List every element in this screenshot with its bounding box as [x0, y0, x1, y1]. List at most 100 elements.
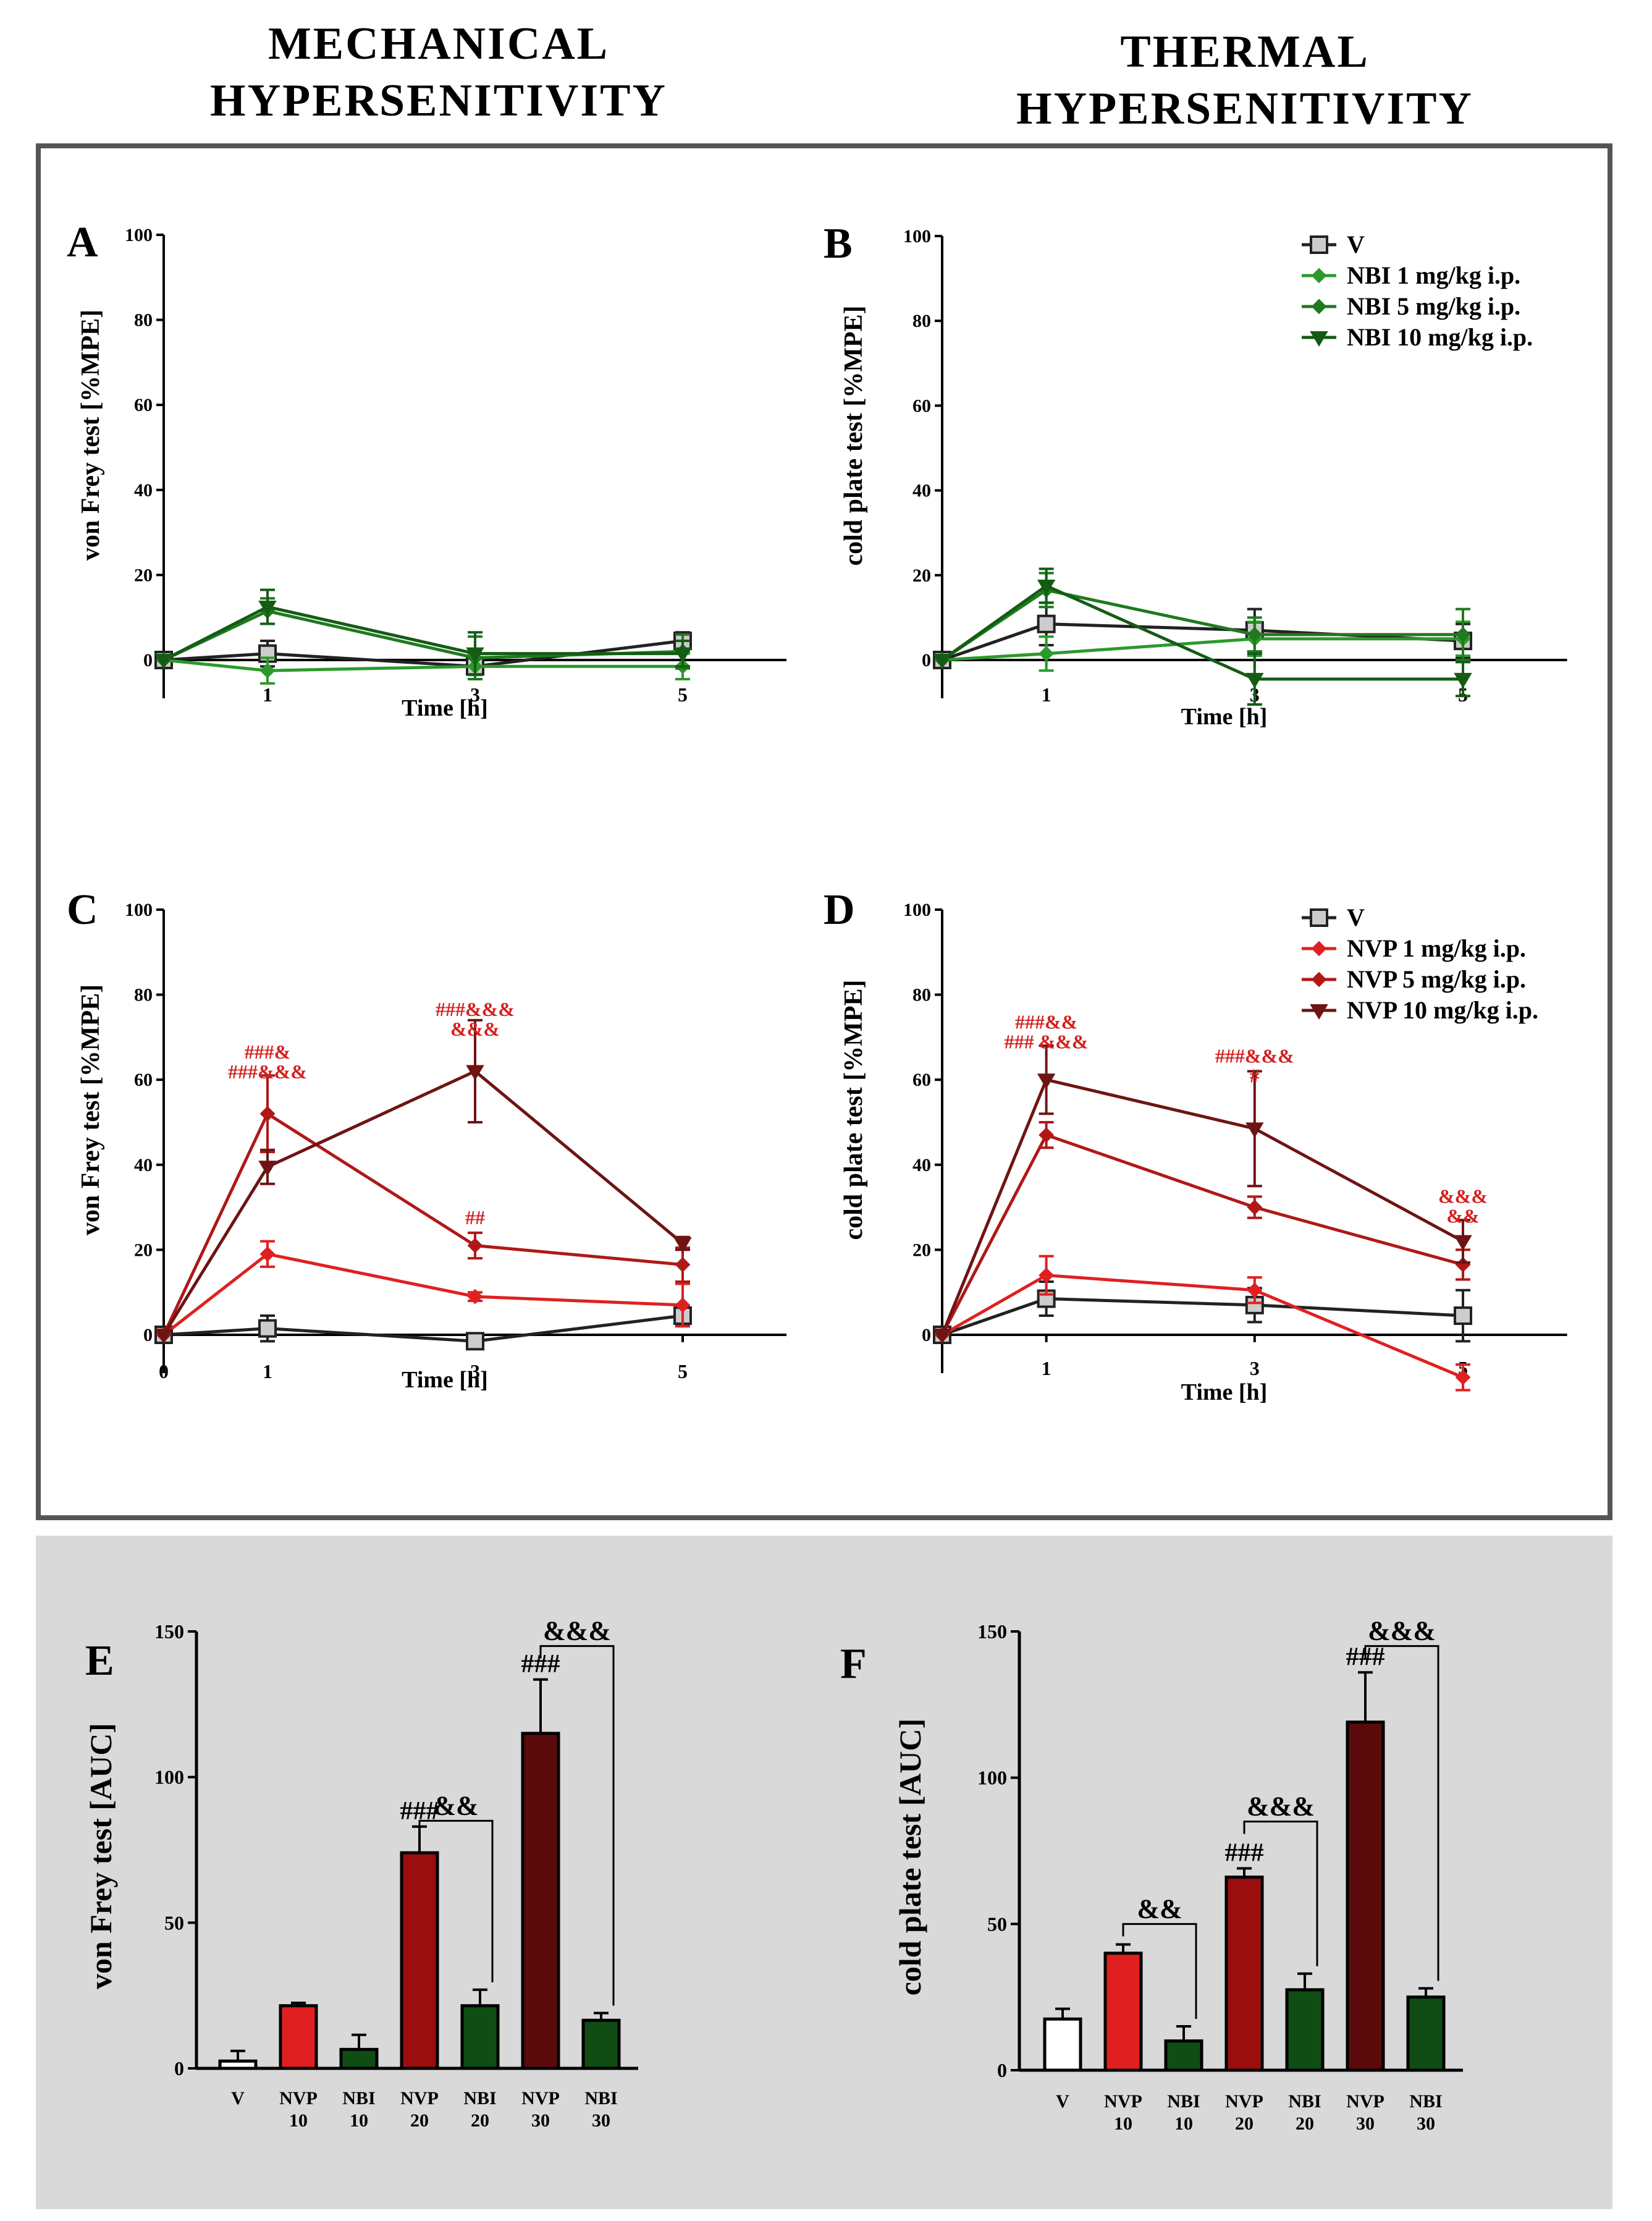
- bar: [1285, 1988, 1325, 2072]
- category-label: 30: [592, 2110, 610, 2131]
- series-line: [163, 658, 683, 672]
- significance-label: ###: [1225, 1838, 1264, 1867]
- category-label: 30: [1356, 2113, 1375, 2134]
- data-point-triangle: [154, 1329, 173, 1344]
- series-nbi10: [933, 567, 1472, 706]
- series-line: [941, 1274, 1464, 1379]
- panel-letter: E: [85, 1637, 114, 1685]
- data-point-triangle: [1454, 672, 1472, 688]
- bar: [1406, 1995, 1446, 2072]
- y-tick-label: 150: [977, 1620, 1007, 1643]
- category-label: NBI: [1409, 2091, 1442, 2112]
- y-axis-label: cold plate test [%MPE]: [840, 305, 868, 565]
- y-tick-label: 50: [987, 1913, 1007, 1935]
- y-tick-label: 100: [903, 226, 931, 247]
- significance-label: #: [1250, 1065, 1260, 1087]
- bar: [279, 2004, 318, 2070]
- significance-label: &&: [433, 1790, 478, 1821]
- bar: [339, 2047, 379, 2070]
- x-tick-label: 5: [678, 683, 688, 706]
- significance-label: ###&: [245, 1041, 291, 1063]
- y-axis-label: cold plate test [AUC]: [893, 1719, 927, 1996]
- bar: [581, 2018, 621, 2070]
- legend-item: V: [1302, 231, 1365, 258]
- category-label: V: [231, 2088, 245, 2109]
- bar-group: V: [1043, 2007, 1082, 2112]
- y-tick-label: 150: [154, 1620, 184, 1643]
- data-point-square: [466, 1332, 484, 1351]
- chart-b: B020406080100135Time [h]cold plate test …: [824, 220, 1567, 730]
- category-label: NVP: [521, 2088, 560, 2109]
- y-tick-label: 0: [922, 650, 931, 671]
- data-point-triangle: [1454, 1235, 1472, 1251]
- data-point-diamond: [1039, 1267, 1055, 1284]
- data-point-diamond: [467, 1288, 483, 1305]
- x-tick-label: 3: [470, 1360, 480, 1382]
- y-tick-label: 100: [125, 225, 153, 245]
- legend-label: NVP 10 mg/kg i.p.: [1347, 996, 1538, 1024]
- data-point-triangle: [154, 654, 173, 669]
- y-tick-label: 60: [134, 1070, 153, 1090]
- category-label: NVP: [1225, 2091, 1263, 2112]
- series-line: [941, 584, 1463, 681]
- x-tick-label: 1: [1042, 683, 1051, 706]
- data-point-diamond: [1039, 646, 1055, 662]
- data-point-triangle: [466, 1065, 484, 1081]
- legend-label: NBI 1 mg/kg i.p.: [1347, 261, 1520, 289]
- bar: [218, 2059, 258, 2070]
- data-point-diamond: [1311, 268, 1327, 284]
- data-point-diamond: [675, 1257, 691, 1272]
- y-axis-label: von Frey test [AUC]: [83, 1723, 118, 1989]
- y-tick-label: 60: [912, 396, 931, 416]
- category-label: NVP: [1104, 2091, 1142, 2112]
- data-point-diamond: [675, 1297, 691, 1313]
- x-tick-label: 1: [263, 1360, 272, 1382]
- data-point-triangle: [1310, 331, 1328, 347]
- y-tick-label: 20: [912, 565, 931, 586]
- y-tick-label: 40: [134, 1155, 153, 1175]
- y-tick-label: 80: [134, 310, 153, 331]
- y-axis-label: von Frey test [%MPE]: [77, 310, 105, 561]
- y-tick-label: 40: [912, 481, 931, 501]
- y-tick-label: 0: [922, 1325, 931, 1345]
- bar: [1346, 1720, 1385, 2072]
- legend-label: NBI 5 mg/kg i.p.: [1347, 292, 1520, 320]
- category-label: NVP: [400, 2088, 439, 2109]
- category-label: NBI: [584, 2088, 617, 2109]
- bar: [1164, 2039, 1203, 2072]
- category-label: NBI: [1288, 2091, 1321, 2112]
- series-line: [162, 1069, 684, 1336]
- data-point-triangle: [1037, 579, 1056, 595]
- series-nvp1: [156, 1240, 691, 1343]
- data-point-diamond: [1455, 1369, 1471, 1385]
- legend-item: NVP 1 mg/kg i.p.: [1302, 934, 1526, 962]
- series-nvp1: [934, 1254, 1471, 1392]
- category-label: 20: [410, 2110, 429, 2131]
- chart-a: A 0 20 40 60 80 100 1 3 5 Time [h] von Frey test [%…: [67, 219, 786, 721]
- significance-bracket: [418, 1819, 494, 1982]
- y-tick-label: 100: [154, 1766, 184, 1788]
- series-v: [154, 1306, 692, 1351]
- data-point-square: [258, 1319, 277, 1338]
- data-point-triangle: [1245, 1122, 1264, 1138]
- line-charts-panel: [36, 143, 1612, 1520]
- data-point-triangle: [258, 601, 277, 616]
- data-point-triangle: [466, 647, 484, 663]
- y-tick-label: 0: [143, 650, 153, 671]
- category-label: 20: [471, 2110, 489, 2131]
- data-point-diamond: [1247, 1199, 1263, 1216]
- data-point-diamond: [1311, 971, 1327, 988]
- significance-label: &&&: [1368, 1616, 1436, 1646]
- y-tick-label: 100: [125, 900, 153, 920]
- data-point-triangle: [1310, 1004, 1328, 1020]
- mechanical-title-line2: HYPERSENITIVITY: [210, 75, 667, 126]
- y-tick-label: 80: [134, 985, 153, 1005]
